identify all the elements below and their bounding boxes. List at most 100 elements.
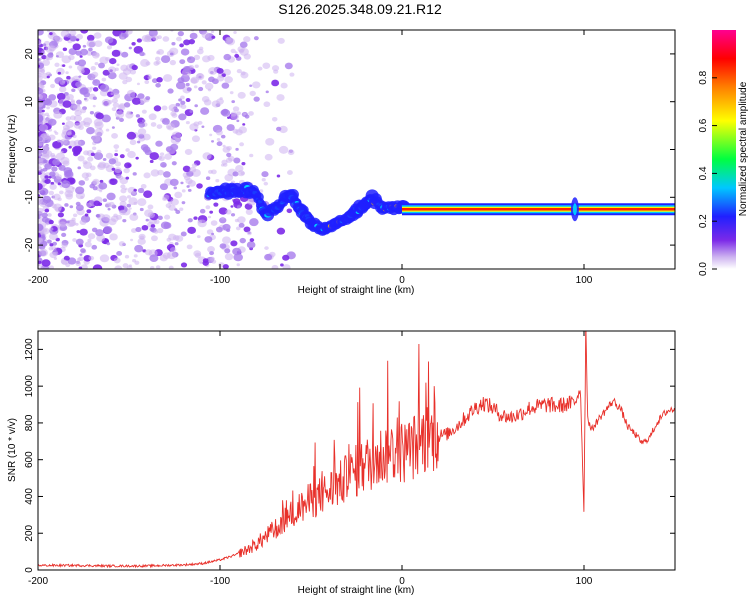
- noise-speckle: [69, 36, 77, 42]
- noise-speckle: [44, 133, 48, 137]
- noise-speckle: [63, 170, 74, 179]
- noise-speckle: [168, 265, 174, 269]
- noise-speckle: [79, 55, 83, 58]
- noise-speckle: [137, 187, 145, 194]
- noise-speckle: [219, 217, 227, 224]
- noise-speckle: [78, 266, 83, 269]
- noise-speckle: [78, 75, 82, 78]
- noise-speckle: [120, 36, 125, 40]
- noise-speckle: [224, 248, 231, 254]
- noise-speckle: [173, 186, 178, 190]
- noise-speckle: [117, 205, 125, 211]
- noise-speckle: [123, 167, 130, 174]
- noise-speckle: [189, 109, 194, 113]
- noise-speckle: [232, 128, 239, 134]
- noise-speckle: [230, 240, 238, 247]
- noise-speckle: [271, 116, 278, 122]
- noise-speckle: [150, 266, 155, 269]
- noise-speckle: [108, 201, 115, 207]
- noise-speckle: [49, 183, 57, 190]
- noise-speckle: [57, 197, 62, 202]
- noise-speckle: [238, 222, 245, 228]
- noise-speckle: [38, 266, 43, 269]
- noise-speckle: [102, 198, 108, 203]
- noise-speckle: [38, 30, 44, 36]
- noise-speckle: [145, 218, 149, 222]
- noise-speckle: [166, 237, 172, 242]
- snr-frame: [37, 330, 676, 571]
- noise-speckle: [246, 231, 252, 236]
- noise-speckle: [150, 224, 156, 228]
- noise-speckle: [44, 178, 51, 184]
- noise-speckle: [216, 141, 223, 147]
- noise-speckle: [90, 66, 96, 71]
- noise-speckle: [223, 53, 232, 61]
- noise-speckle: [259, 189, 264, 193]
- noise-speckle: [169, 52, 174, 56]
- noise-speckle: [287, 149, 295, 156]
- noise-speckle: [246, 241, 256, 249]
- noise-speckle: [138, 233, 146, 240]
- noise-speckle: [75, 33, 84, 40]
- noise-speckle: [89, 110, 95, 115]
- noise-speckle: [51, 203, 57, 209]
- noise-speckle: [38, 179, 41, 183]
- noise-speckle: [58, 164, 66, 171]
- noise-speckle: [128, 264, 132, 267]
- noise-speckle: [75, 238, 84, 246]
- noise-speckle: [236, 119, 240, 123]
- noise-speckle: [211, 140, 214, 143]
- noise-speckle: [91, 244, 98, 250]
- x-tick-label: -100: [210, 576, 230, 587]
- noise-speckle: [85, 172, 92, 178]
- noise-speckle: [126, 110, 132, 115]
- noise-speckle: [64, 203, 69, 207]
- noise-speckle: [135, 156, 139, 160]
- noise-speckle: [164, 153, 172, 160]
- noise-speckle: [191, 135, 200, 143]
- noise-speckle: [174, 242, 179, 246]
- noise-speckle: [207, 246, 215, 253]
- noise-speckle: [42, 228, 48, 233]
- noise-speckle: [209, 251, 215, 256]
- noise-speckle: [261, 171, 269, 178]
- noise-speckle: [86, 34, 95, 42]
- noise-speckle: [175, 81, 186, 90]
- noise-speckle: [141, 109, 147, 114]
- noise-speckle: [76, 99, 82, 105]
- noise-speckle: [186, 87, 192, 92]
- x-tick-label: 0: [399, 275, 405, 286]
- noise-speckle: [194, 64, 199, 69]
- snr-plot-area: [38, 331, 675, 570]
- noise-speckle: [111, 167, 116, 171]
- y-tick-label: 0: [24, 146, 35, 152]
- noise-speckle: [169, 247, 177, 253]
- noise-speckle: [132, 259, 137, 263]
- noise-speckle: [38, 260, 42, 265]
- noise-speckle: [77, 59, 87, 67]
- noise-speckle: [227, 116, 231, 119]
- noise-speckle: [241, 161, 246, 166]
- noise-speckle: [243, 36, 251, 43]
- noise-speckle: [59, 79, 66, 85]
- noise-speckle: [162, 36, 170, 42]
- noise-speckle: [60, 30, 70, 38]
- noise-speckle: [88, 47, 93, 52]
- noise-speckle: [175, 209, 181, 214]
- noise-speckle: [122, 218, 127, 223]
- noise-speckle: [253, 36, 259, 41]
- noise-speckle: [104, 36, 114, 44]
- noise-speckle: [40, 169, 44, 172]
- noise-speckle: [165, 146, 174, 153]
- noise-speckle: [187, 218, 193, 223]
- noise-speckle: [179, 59, 186, 65]
- noise-speckle: [107, 99, 113, 105]
- noise-speckle: [155, 82, 161, 88]
- noise-speckle: [42, 195, 52, 204]
- noise-speckle: [58, 86, 67, 93]
- noise-speckle: [114, 153, 119, 157]
- noise-speckle: [52, 141, 62, 149]
- noise-speckle: [102, 157, 107, 162]
- noise-speckle: [73, 139, 82, 147]
- noise-speckle: [201, 55, 211, 63]
